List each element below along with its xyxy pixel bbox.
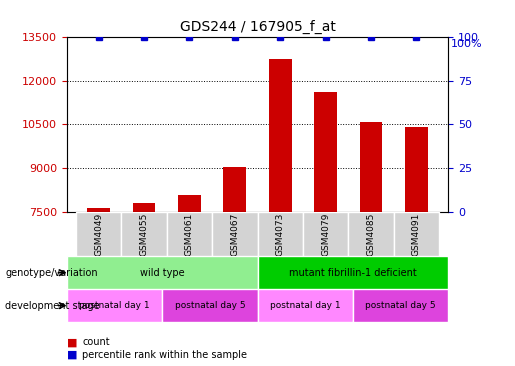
Text: GSM4061: GSM4061 [185, 213, 194, 256]
Text: ■: ■ [67, 350, 77, 360]
Bar [405, 127, 427, 366]
Text: development stage: development stage [5, 300, 100, 311]
Text: GSM4055: GSM4055 [140, 213, 148, 256]
FancyBboxPatch shape [167, 212, 212, 256]
Text: ■: ■ [67, 337, 77, 347]
Text: postnatal day 1: postnatal day 1 [79, 301, 150, 310]
FancyBboxPatch shape [122, 212, 167, 256]
FancyBboxPatch shape [162, 289, 258, 322]
Text: mutant fibrillin-1 deficient: mutant fibrillin-1 deficient [289, 268, 417, 278]
FancyBboxPatch shape [212, 212, 258, 256]
Bar [88, 208, 110, 366]
FancyBboxPatch shape [393, 212, 439, 256]
Bar [178, 195, 201, 366]
Text: percentile rank within the sample: percentile rank within the sample [82, 350, 247, 360]
FancyBboxPatch shape [258, 212, 303, 256]
FancyBboxPatch shape [353, 289, 448, 322]
Text: GSM4085: GSM4085 [367, 213, 375, 256]
Text: 100%: 100% [451, 39, 482, 49]
FancyBboxPatch shape [258, 289, 353, 322]
Title: GDS244 / 167905_f_at: GDS244 / 167905_f_at [180, 20, 335, 34]
Bar [314, 92, 337, 366]
Text: GSM4073: GSM4073 [276, 213, 285, 256]
FancyBboxPatch shape [76, 212, 122, 256]
Text: GSM4067: GSM4067 [230, 213, 239, 256]
Text: postnatal day 5: postnatal day 5 [365, 301, 436, 310]
Text: GSM4091: GSM4091 [412, 213, 421, 256]
Bar [133, 203, 156, 366]
Text: count: count [82, 337, 110, 347]
FancyBboxPatch shape [67, 289, 162, 322]
Bar [269, 59, 291, 366]
FancyBboxPatch shape [67, 256, 258, 289]
Text: postnatal day 5: postnatal day 5 [175, 301, 245, 310]
Bar [359, 122, 382, 366]
Text: GSM4049: GSM4049 [94, 213, 103, 256]
Text: GSM4079: GSM4079 [321, 213, 330, 256]
FancyBboxPatch shape [258, 256, 448, 289]
FancyBboxPatch shape [303, 212, 348, 256]
FancyBboxPatch shape [348, 212, 393, 256]
Text: genotype/variation: genotype/variation [5, 268, 98, 278]
Text: wild type: wild type [140, 268, 184, 278]
Text: postnatal day 1: postnatal day 1 [270, 301, 340, 310]
Bar [224, 167, 246, 366]
